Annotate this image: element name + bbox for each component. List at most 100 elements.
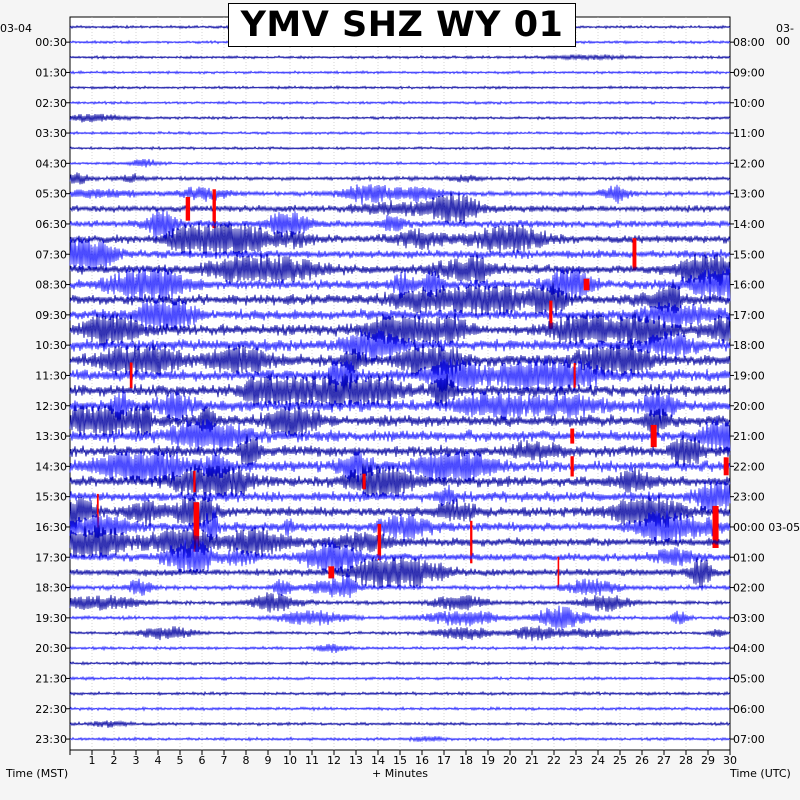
x-tick-label-7: 7	[221, 754, 228, 767]
x-tick-label-9: 9	[265, 754, 272, 767]
left-tick-label-3: 03:30	[35, 127, 67, 140]
left-axis-ticks: 00:30 01:30 02:30 03:30 04:30 05:30 06:30 07:30…	[35, 36, 70, 746]
x-tick-label-22: 22	[547, 754, 561, 767]
trace-14	[69, 221, 731, 257]
right-tick-label-16: 00:00 03-05	[733, 521, 800, 534]
trace-29	[69, 448, 731, 485]
left-tick-label-11: 11:30	[35, 369, 67, 382]
trace-37	[69, 572, 731, 599]
right-tick-label-14: 22:00	[733, 460, 765, 473]
x-tick-label-14: 14	[371, 754, 385, 767]
trace-41	[69, 643, 731, 654]
trace-27	[69, 418, 731, 454]
trace-23	[69, 357, 731, 394]
trace-2	[69, 53, 731, 62]
trace-30	[69, 463, 731, 500]
trace-43	[69, 675, 731, 682]
clipped-spike-36-0	[557, 556, 560, 588]
x-tick-label-27: 27	[657, 754, 671, 767]
seismic-traces	[69, 20, 731, 743]
left-tick-label-7: 07:30	[35, 248, 67, 261]
clipped-spike-34-0	[377, 524, 382, 561]
right-tick-label-0: 08:00	[733, 36, 765, 49]
x-tick-label-12: 12	[327, 754, 341, 767]
trace-5	[69, 100, 731, 106]
left-tick-label-9: 09:30	[35, 309, 67, 322]
right-tick-label-3: 11:00	[733, 127, 765, 140]
right-tick-label-9: 17:00	[733, 309, 765, 322]
left-tick-label-5: 05:30	[35, 188, 67, 201]
left-date-label: 03-04	[0, 22, 32, 35]
x-tick-label-25: 25	[613, 754, 627, 767]
x-tick-label-30: 30	[723, 754, 737, 767]
trace-39	[69, 605, 731, 631]
left-tick-label-18: 18:30	[35, 582, 67, 595]
trace-7	[69, 130, 731, 136]
trace-15	[69, 237, 731, 271]
trace-47	[69, 735, 731, 743]
clipped-spike-30-0	[193, 470, 196, 493]
x-axis-title: + Minutes	[372, 767, 429, 780]
trace-26	[69, 403, 731, 439]
trace-46	[69, 720, 731, 728]
right-tick-label-6: 14:00	[733, 218, 765, 231]
left-tick-label-1: 01:30	[35, 66, 67, 79]
left-tick-label-19: 19:30	[35, 612, 67, 625]
trace-4	[69, 84, 731, 91]
clipped-spike-27-1	[650, 424, 657, 448]
clipped-spike-33-0	[712, 505, 719, 548]
right-tick-label-4: 12:00	[733, 157, 765, 170]
chart-title: YMV SHZ WY 01	[228, 3, 576, 47]
left-tick-label-2: 02:30	[35, 97, 67, 110]
left-tick-label-23: 23:30	[35, 733, 67, 746]
trace-33	[69, 509, 731, 545]
x-tick-label-8: 8	[243, 754, 250, 767]
trace-9	[69, 158, 731, 168]
right-tick-label-5: 13:00	[733, 188, 765, 201]
left-tick-label-12: 12:30	[35, 400, 67, 413]
x-tick-label-18: 18	[459, 754, 473, 767]
trace-20	[69, 311, 731, 348]
right-tick-label-21: 05:00	[733, 672, 765, 685]
clipped-spike-29-1	[723, 457, 729, 476]
clipped-spike-33-1	[193, 502, 200, 552]
trace-8	[69, 145, 731, 151]
trace-10	[69, 172, 731, 185]
left-tick-label-20: 20:30	[35, 642, 67, 655]
right-tick-label-7: 15:00	[733, 248, 765, 261]
right-tick-label-20: 04:00	[733, 642, 765, 655]
right-tick-label-17: 01:00	[733, 551, 765, 564]
trace-18	[69, 282, 731, 318]
right-tick-label-12: 20:00	[733, 400, 765, 413]
right-tick-label-11: 19:00	[733, 369, 765, 382]
x-tick-label-2: 2	[111, 754, 118, 767]
right-tick-label-1: 09:00	[733, 66, 765, 79]
x-tick-label-11: 11	[305, 754, 319, 767]
trace-25	[69, 389, 731, 424]
left-tick-label-8: 08:30	[35, 279, 67, 292]
x-tick-label-10: 10	[283, 754, 297, 767]
right-tick-label-2: 10:00	[733, 97, 765, 110]
clipped-spike-30-1	[362, 473, 366, 490]
trace-44	[69, 690, 731, 697]
trace-3	[69, 69, 731, 76]
right-tick-label-15: 23:00	[733, 491, 765, 504]
right-date-label: 03-00	[776, 22, 794, 48]
trace-28	[69, 434, 731, 469]
clipped-spike-32-0	[96, 493, 99, 530]
trace-24	[69, 373, 731, 409]
trace-22	[69, 342, 731, 379]
clipped-spike-23-1	[573, 363, 576, 388]
right-axis-title: Time (UTC)	[730, 767, 791, 780]
left-tick-label-14: 14:30	[35, 460, 67, 473]
trace-12	[69, 191, 731, 227]
clipped-spike-36-1	[328, 566, 335, 579]
left-tick-label-6: 06:30	[35, 218, 67, 231]
right-tick-label-8: 16:00	[733, 279, 765, 292]
clipped-spike-12-0	[212, 189, 216, 229]
left-tick-label-16: 16:30	[35, 521, 67, 534]
x-tick-label-19: 19	[481, 754, 495, 767]
x-tick-label-29: 29	[701, 754, 715, 767]
left-tick-label-4: 04:30	[35, 157, 67, 170]
